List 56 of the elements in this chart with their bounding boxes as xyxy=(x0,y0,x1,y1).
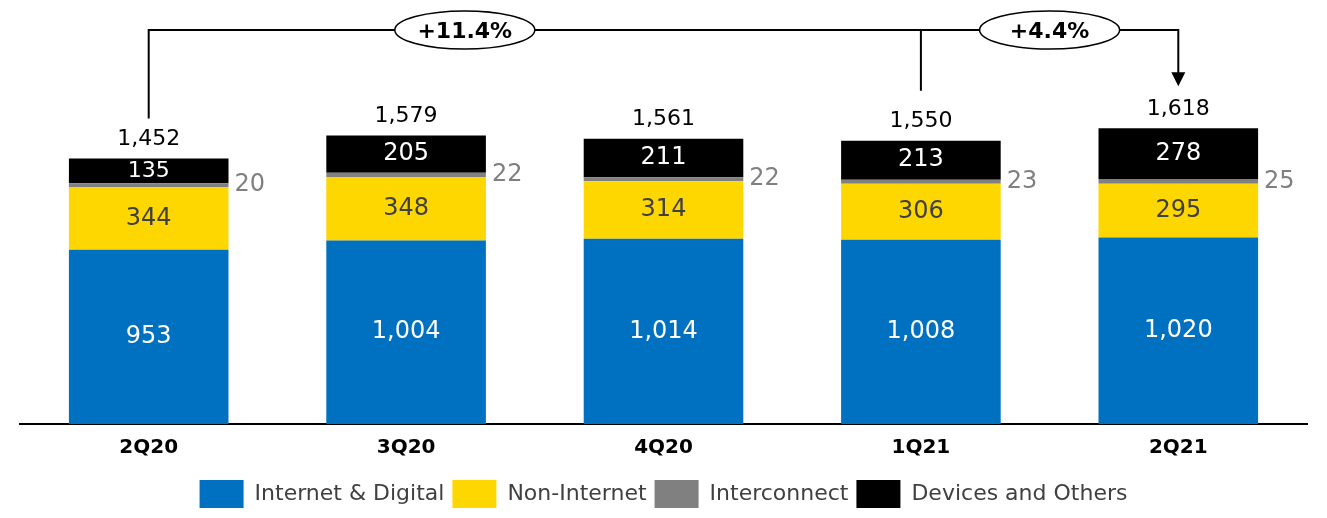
x-tick-label: 1Q21 xyxy=(891,434,951,459)
x-tick-label: 4Q20 xyxy=(634,434,693,459)
data-label: 1,020 xyxy=(1143,315,1213,344)
data-label: 278 xyxy=(1155,137,1202,166)
bar xyxy=(68,158,229,184)
bar xyxy=(583,138,744,178)
data-label: 314 xyxy=(640,194,687,223)
data-label: 295 xyxy=(1155,194,1202,223)
bar xyxy=(326,135,486,173)
legend-label: Non-Internet xyxy=(507,479,647,505)
x-tick-label: 3Q20 xyxy=(376,434,436,459)
total-label: 1,561 xyxy=(632,105,695,131)
data-label: 344 xyxy=(125,202,172,231)
data-label: 213 xyxy=(897,144,944,173)
bar xyxy=(841,179,1001,184)
bar xyxy=(68,249,229,424)
bar xyxy=(583,238,744,424)
bar xyxy=(1098,128,1259,180)
total-label: 1,550 xyxy=(889,107,953,133)
legend-label: Interconnect xyxy=(709,479,849,505)
total-label: 1,579 xyxy=(374,102,438,128)
data-label: 22 xyxy=(749,163,780,192)
text: +11.4% xyxy=(417,18,513,43)
legend-label: Devices and Others xyxy=(911,479,1128,505)
data-label: 211 xyxy=(640,142,687,171)
bar xyxy=(583,177,744,182)
data-label: 22 xyxy=(491,159,523,188)
bar xyxy=(841,239,1001,424)
data-label: 348 xyxy=(383,192,430,221)
data-label: 205 xyxy=(383,138,430,167)
bar xyxy=(326,172,486,177)
bar xyxy=(326,176,486,241)
data-label: 306 xyxy=(897,196,944,225)
bar xyxy=(68,186,229,250)
legend-label: Internet & Digital xyxy=(254,479,445,505)
bar xyxy=(326,240,486,424)
data-label: 1,014 xyxy=(629,315,698,344)
bar xyxy=(841,183,1001,240)
x-tick-label: 2Q21 xyxy=(1148,434,1208,459)
data-label: 23 xyxy=(1006,165,1038,194)
bar xyxy=(1098,183,1259,238)
bar xyxy=(1098,179,1259,184)
text: +4.4% xyxy=(1009,18,1090,43)
data-label: 135 xyxy=(127,156,170,182)
bar xyxy=(841,140,1001,180)
x-tick-label: 2Q20 xyxy=(119,434,179,459)
data-label: 20 xyxy=(234,169,266,198)
bar xyxy=(583,181,744,239)
bar xyxy=(1098,237,1259,424)
bar xyxy=(68,183,229,187)
data-label: 1,004 xyxy=(371,316,441,345)
data-label: 1,008 xyxy=(886,316,956,345)
total-label: 1,618 xyxy=(1146,94,1210,120)
data-label: 25 xyxy=(1264,165,1295,194)
total-label: 1,452 xyxy=(117,125,181,151)
data-label: 953 xyxy=(125,321,172,350)
